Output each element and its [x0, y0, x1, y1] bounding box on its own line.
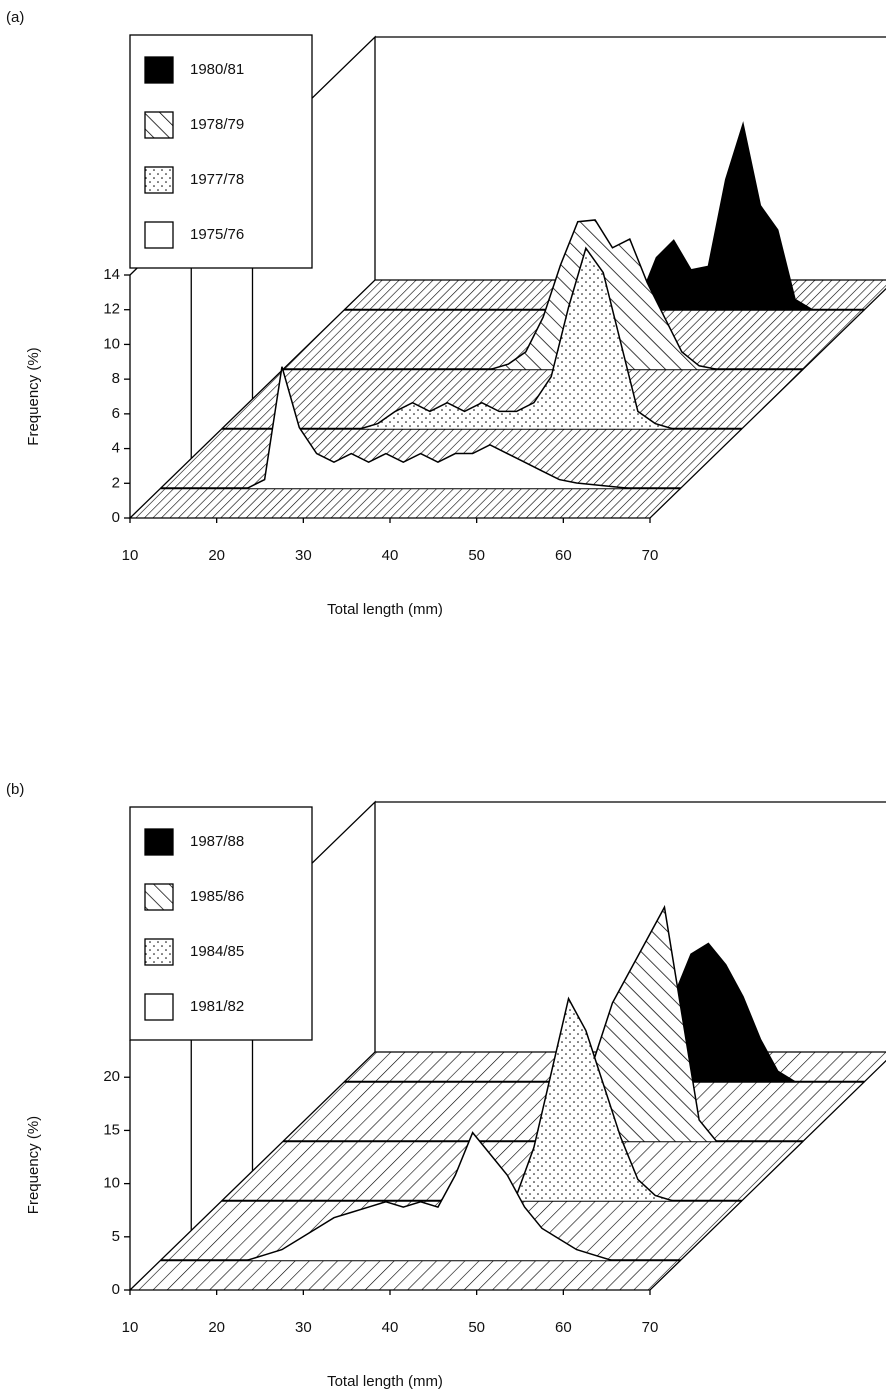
- legend-swatch: [144, 111, 174, 139]
- x-tick-label: 30: [295, 547, 312, 564]
- y-axis-label: Frequency (%): [25, 1116, 42, 1214]
- x-tick-label: 40: [382, 1319, 399, 1336]
- legend-label: 1987/88: [190, 833, 244, 850]
- y-tick-label: 12: [103, 301, 120, 318]
- y-tick-label: 0: [112, 1281, 120, 1298]
- x-tick-label: 40: [382, 547, 399, 564]
- legend-swatch: [144, 56, 174, 84]
- legend-label: 1985/86: [190, 888, 244, 905]
- legend-swatch: [144, 166, 174, 194]
- y-tick-label: 2: [112, 474, 120, 491]
- legend-label: 1980/81: [190, 61, 244, 78]
- legend-label: 1981/82: [190, 998, 244, 1015]
- y-tick-label: 0: [112, 509, 120, 526]
- panel-label: (b): [6, 781, 24, 798]
- panel: (a) 0 2 4 6 8 10 12 14 10 20 30 40 50 60 70 Total length…: [6, 9, 886, 618]
- y-tick-label: 10: [103, 335, 120, 352]
- ribbon-fill: [283, 219, 804, 370]
- x-tick-label: 60: [555, 1319, 572, 1336]
- legend-label: 1975/76: [190, 226, 244, 243]
- legend-label: 1984/85: [190, 943, 244, 960]
- legend-swatch: [144, 938, 174, 966]
- y-tick-label: 6: [112, 405, 120, 422]
- y-tick-label: 4: [112, 440, 120, 457]
- y-tick-label: 15: [103, 1121, 120, 1138]
- y-tick-label: 14: [103, 266, 120, 283]
- legend-swatch: [144, 221, 174, 249]
- ribbon-line: [160, 1131, 681, 1261]
- x-tick-label: 50: [468, 1319, 485, 1336]
- x-tick-label: 60: [555, 547, 572, 564]
- ribbon-fill: [344, 943, 865, 1082]
- ribbon-fill: [221, 998, 742, 1201]
- x-axis-label: Total length (mm): [327, 1373, 443, 1390]
- ribbon-line: [283, 219, 804, 370]
- x-tick-label: 20: [208, 1319, 225, 1336]
- x-tick-label: 70: [642, 547, 659, 564]
- ribbon-fill: [160, 1132, 681, 1261]
- panel-label: (a): [6, 9, 24, 26]
- ribbon-fill: [283, 907, 804, 1142]
- x-tick-label: 20: [208, 547, 225, 564]
- x-tick-label: 10: [122, 1319, 139, 1336]
- x-tick-label: 10: [122, 547, 139, 564]
- x-axis-label: Total length (mm): [327, 601, 443, 618]
- y-tick-label: 10: [103, 1175, 120, 1192]
- legend-swatch: [144, 993, 174, 1021]
- y-tick-label: 8: [112, 370, 120, 387]
- legend-swatch: [144, 828, 174, 856]
- y-axis-label: Frequency (%): [25, 347, 42, 445]
- legend-swatch: [144, 883, 174, 911]
- panel: (b) 0 5 10 15 20 10 20 30 40 50 60 70 Total length (m…: [6, 781, 886, 1390]
- ribbon-line: [221, 246, 742, 430]
- x-tick-label: 70: [642, 1319, 659, 1336]
- y-tick-label: 5: [112, 1228, 120, 1245]
- ribbon-line: [160, 366, 681, 489]
- ribbon-fill: [344, 124, 865, 310]
- ribbon-fill: [221, 248, 742, 429]
- legend-label: 1977/78: [190, 171, 244, 188]
- x-tick-label: 30: [295, 1319, 312, 1336]
- legend-label: 1978/79: [190, 116, 244, 133]
- y-tick-label: 20: [103, 1068, 120, 1085]
- x-tick-label: 50: [468, 547, 485, 564]
